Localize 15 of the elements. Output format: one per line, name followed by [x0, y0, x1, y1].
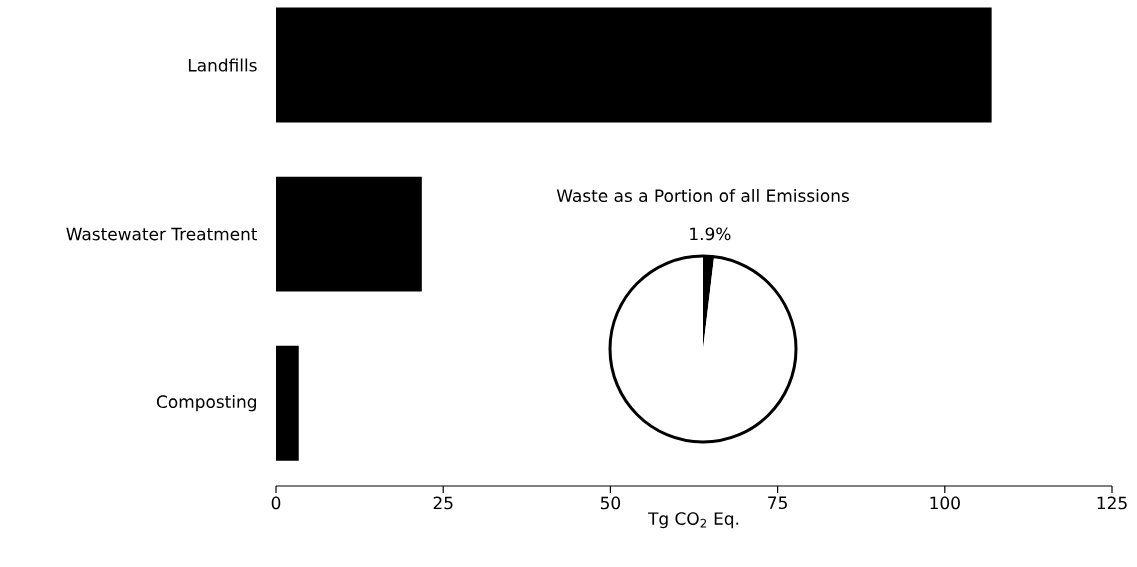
x-tick-label: 100 [930, 496, 960, 510]
x-tick-label: 125 [1097, 496, 1127, 510]
data-label: 1.9% [690, 227, 731, 241]
x-axis-title: Tg CO$_{2}$ Eq. [648, 512, 739, 529]
bar [276, 176, 422, 292]
y-tick-label: Landfills [188, 58, 257, 72]
y-tick-label: Wastewater Treatment [66, 227, 258, 241]
x-tick-label: 75 [768, 496, 787, 510]
bar [276, 345, 299, 461]
bar [276, 7, 992, 123]
x-tick-label: 25 [433, 496, 453, 510]
chart-title: Waste as a Portion of all Emissions [556, 188, 849, 203]
x-tick-label: 0 [271, 496, 281, 510]
y-tick-label: Composting [156, 394, 256, 412]
x-tick-label: 50 [600, 496, 621, 510]
